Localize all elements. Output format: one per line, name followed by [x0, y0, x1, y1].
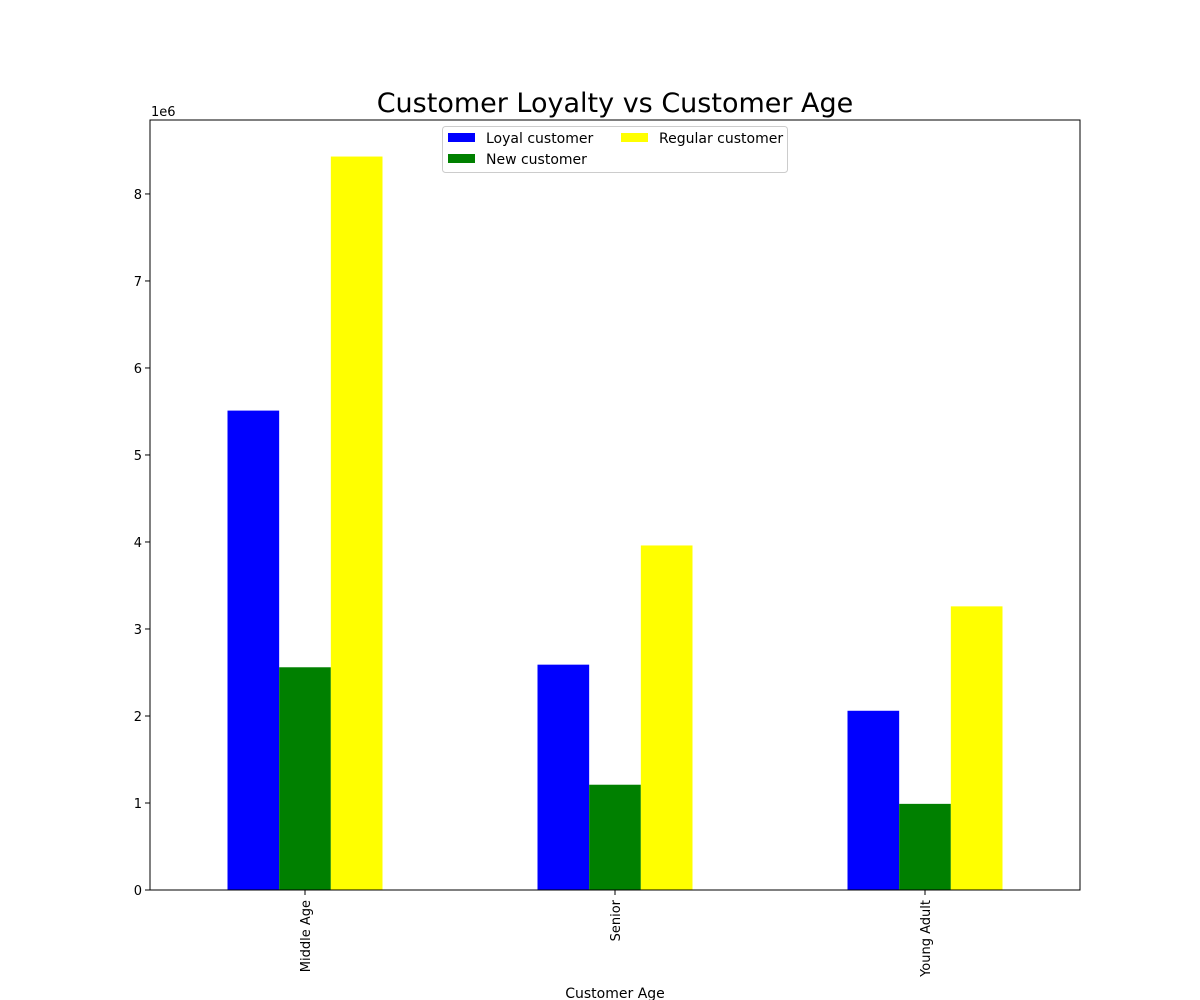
x-tick-label: Senior — [609, 899, 624, 941]
x-tick-label: Middle Age — [299, 900, 314, 972]
legend-swatch-loyal-customer — [448, 133, 475, 142]
x-tick-label: Young Adult — [919, 900, 934, 978]
legend-frame — [442, 126, 788, 173]
y-tick-label: 5 — [134, 449, 142, 464]
legend-label-loyal-customer: Loyal customer — [486, 131, 593, 147]
legend-swatch-regular-customer — [621, 133, 648, 142]
x-axis-title: Customer Age — [565, 986, 665, 1000]
bar-new-customer-senior — [589, 784, 641, 890]
plot-area-frame — [149, 119, 1081, 891]
y-axis-offset-label: 1e6 — [151, 105, 176, 120]
y-tick-label: 7 — [134, 275, 142, 290]
bar-new-customer-young-adult — [899, 803, 951, 890]
chart-title: Customer Loyalty vs Customer Age — [377, 88, 854, 119]
legend: Loyal customer New customer Regular custom… — [442, 126, 788, 173]
bar-regular-customer-young-adult — [950, 606, 1003, 890]
bar-new-customer-middle-age — [279, 667, 331, 890]
bar-loyal-customer-senior — [537, 664, 590, 890]
bar-loyal-customer-middle-age — [227, 410, 280, 890]
bar-loyal-customer-young-adult — [847, 710, 900, 890]
legend-label-regular-customer: Regular customer — [659, 131, 783, 147]
y-tick-label: 3 — [134, 623, 142, 638]
y-tick-label: 2 — [134, 710, 142, 725]
y-tick-label: 8 — [134, 188, 142, 203]
bar-regular-customer-middle-age — [330, 156, 383, 891]
y-tick-label: 4 — [134, 536, 142, 551]
legend-swatch-new-customer — [448, 154, 475, 163]
y-tick-label: 6 — [134, 362, 142, 377]
y-tick-label: 0 — [134, 884, 142, 899]
y-tick-label: 1 — [134, 797, 142, 812]
bar-regular-customer-senior — [640, 545, 693, 890]
legend-label-new-customer: New customer — [486, 152, 587, 168]
